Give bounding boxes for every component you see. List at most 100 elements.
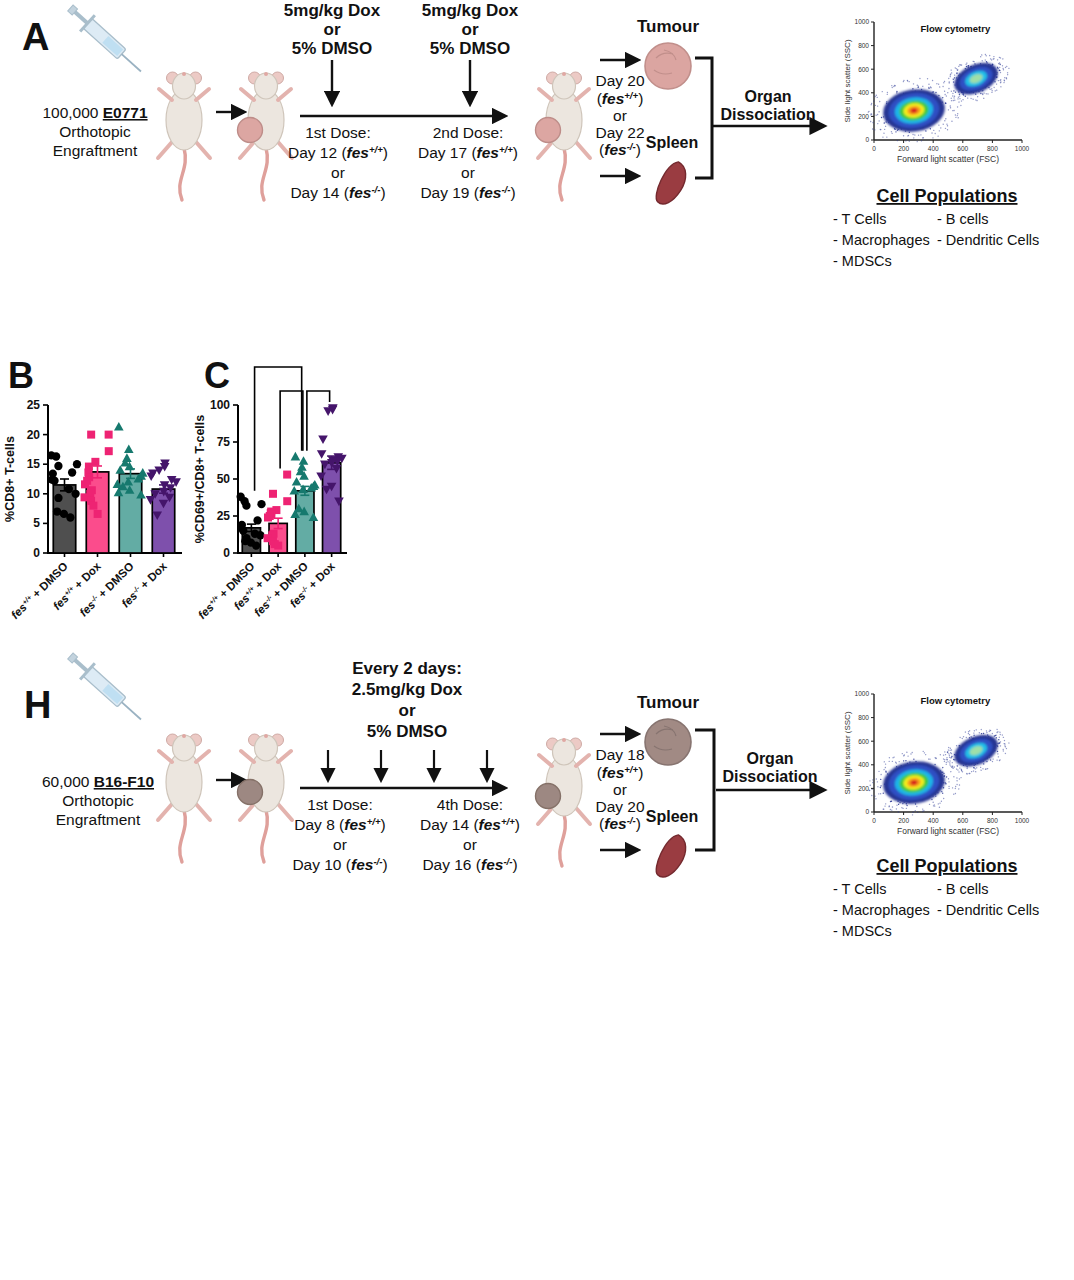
mouse-tail xyxy=(180,810,186,862)
y-tick-label: 75 xyxy=(217,435,231,449)
engraftment-text: Engraftment xyxy=(56,811,141,828)
tumour-on-mouse xyxy=(536,118,561,143)
y-tick-label: 10 xyxy=(27,487,41,501)
panel-h-schematic: H60,000 B16-F10OrthotopicEngraftmentEver… xyxy=(0,650,1074,950)
data-point xyxy=(124,444,134,453)
engraftment-text: 100,000 E0771 xyxy=(42,104,148,121)
significance-bracket xyxy=(307,391,330,451)
data-point xyxy=(299,456,309,465)
dose-label: Day 19 (fes-/-) xyxy=(420,184,515,201)
flow-xtick: 200 xyxy=(898,145,909,152)
mouse-tail xyxy=(560,148,566,200)
data-point xyxy=(52,452,60,460)
organ-dissociation-label: Organ xyxy=(746,750,793,767)
data-point xyxy=(122,453,132,462)
cell-population-item: - B cells xyxy=(937,211,989,227)
data-point xyxy=(274,542,282,550)
data-point xyxy=(66,513,74,521)
dose-header: 5% DMSO xyxy=(292,39,372,58)
data-point xyxy=(252,541,260,549)
dose-label: Day 12 (fes+/+) xyxy=(288,144,388,161)
tumour-on-mouse xyxy=(238,780,263,805)
flow-cluster xyxy=(936,717,1016,785)
cell-population-item: - T Cells xyxy=(833,211,886,227)
data-point xyxy=(242,501,250,509)
data-point xyxy=(292,477,302,486)
organ-dissociation-label: Dissociation xyxy=(722,768,817,785)
syringe-icon xyxy=(63,0,148,80)
tumour-icon xyxy=(645,43,691,89)
tumour-icon xyxy=(645,719,691,765)
flow-ytick: 800 xyxy=(858,714,869,721)
flow-xtick: 600 xyxy=(957,817,968,824)
flow-ylabel: Side light scatter (SSC) xyxy=(843,711,852,794)
collection-bracket xyxy=(695,730,714,850)
flow-xtick: 600 xyxy=(957,145,968,152)
tumour-on-mouse xyxy=(238,118,263,143)
dose-label: Day 14 (fes+/+) xyxy=(420,816,520,833)
data-point xyxy=(50,477,58,485)
data-point xyxy=(68,468,76,476)
data-point xyxy=(81,480,89,488)
flow-ytick: 1000 xyxy=(855,18,870,25)
mouse-head xyxy=(255,73,278,99)
y-tick-label: 5 xyxy=(33,516,40,530)
data-point xyxy=(239,527,247,535)
panel-letter-b: B xyxy=(8,355,34,396)
data-point xyxy=(65,485,73,493)
data-point xyxy=(318,435,328,444)
spleen-icon xyxy=(654,158,689,208)
data-point xyxy=(114,422,124,431)
mouse-nose xyxy=(562,72,566,76)
y-tick-label: 0 xyxy=(33,546,40,560)
mouse-nose xyxy=(182,72,186,76)
data-point xyxy=(94,510,102,518)
figure-root: A100,000 E0771OrthotopicEngraftment5mg/k… xyxy=(0,0,1074,1280)
data-point xyxy=(269,490,277,498)
harvest-day: Day 20 xyxy=(595,798,644,815)
mouse-icon xyxy=(536,738,591,866)
panel-letter-a: A xyxy=(22,16,49,58)
dose-header: 2.5mg/kg Dox xyxy=(352,680,463,699)
tumour-label: Tumour xyxy=(637,693,699,712)
dose-label: or xyxy=(463,836,477,853)
mouse-icon xyxy=(158,734,210,862)
flow-cytometry-plot: Flow cytometry02004006008001000020040060… xyxy=(843,18,1030,164)
y-tick-label: 25 xyxy=(217,509,231,523)
spleen-icon xyxy=(654,831,689,881)
mouse-head xyxy=(553,739,576,765)
charts-row-2 xyxy=(0,950,1074,1280)
data-point xyxy=(87,431,95,439)
dose-label: 1st Dose: xyxy=(307,796,372,813)
mouse-tail xyxy=(560,814,566,866)
flow-xtick: 0 xyxy=(872,817,876,824)
flow-ylabel: Side light scatter (SSC) xyxy=(843,39,852,122)
data-point xyxy=(253,516,261,524)
organ-dissociation-label: Organ xyxy=(744,88,791,105)
flow-title: Flow cytometry xyxy=(921,23,991,34)
flow-xtick: 1000 xyxy=(1015,817,1030,824)
engraftment-text: Orthotopic xyxy=(62,792,134,809)
flow-xtick: 200 xyxy=(898,817,909,824)
dose-header: 5% DMSO xyxy=(367,722,447,741)
y-tick-label: 50 xyxy=(217,472,231,486)
flow-ytick: 0 xyxy=(865,808,869,815)
tumour-label: Tumour xyxy=(637,17,699,36)
dose-label: 1st Dose: xyxy=(305,124,370,141)
dose-label: Day 8 (fes+/+) xyxy=(294,816,385,833)
data-point xyxy=(54,462,62,470)
cell-population-item: - Dendritic Cells xyxy=(937,232,1039,248)
dose-header: 5% DMSO xyxy=(430,39,510,58)
cell-population-item: - MDSCs xyxy=(833,923,892,939)
flow-xlabel: Forward light scatter (FSC) xyxy=(897,826,999,836)
harvest-day: (fes-/-) xyxy=(599,815,641,832)
x-tick-label: fes+/+ + DMSO xyxy=(9,560,70,621)
data-point xyxy=(317,450,327,459)
cell-population-item: - Dendritic Cells xyxy=(937,902,1039,918)
mouse-icon xyxy=(536,72,591,200)
harvest-day: Day 18 xyxy=(595,746,644,763)
significance-bracket xyxy=(280,391,303,469)
engraftment-text: 60,000 B16-F10 xyxy=(42,773,154,790)
cell-population-item: - Macrophages xyxy=(833,232,930,248)
dose-label: 4th Dose: xyxy=(437,796,503,813)
